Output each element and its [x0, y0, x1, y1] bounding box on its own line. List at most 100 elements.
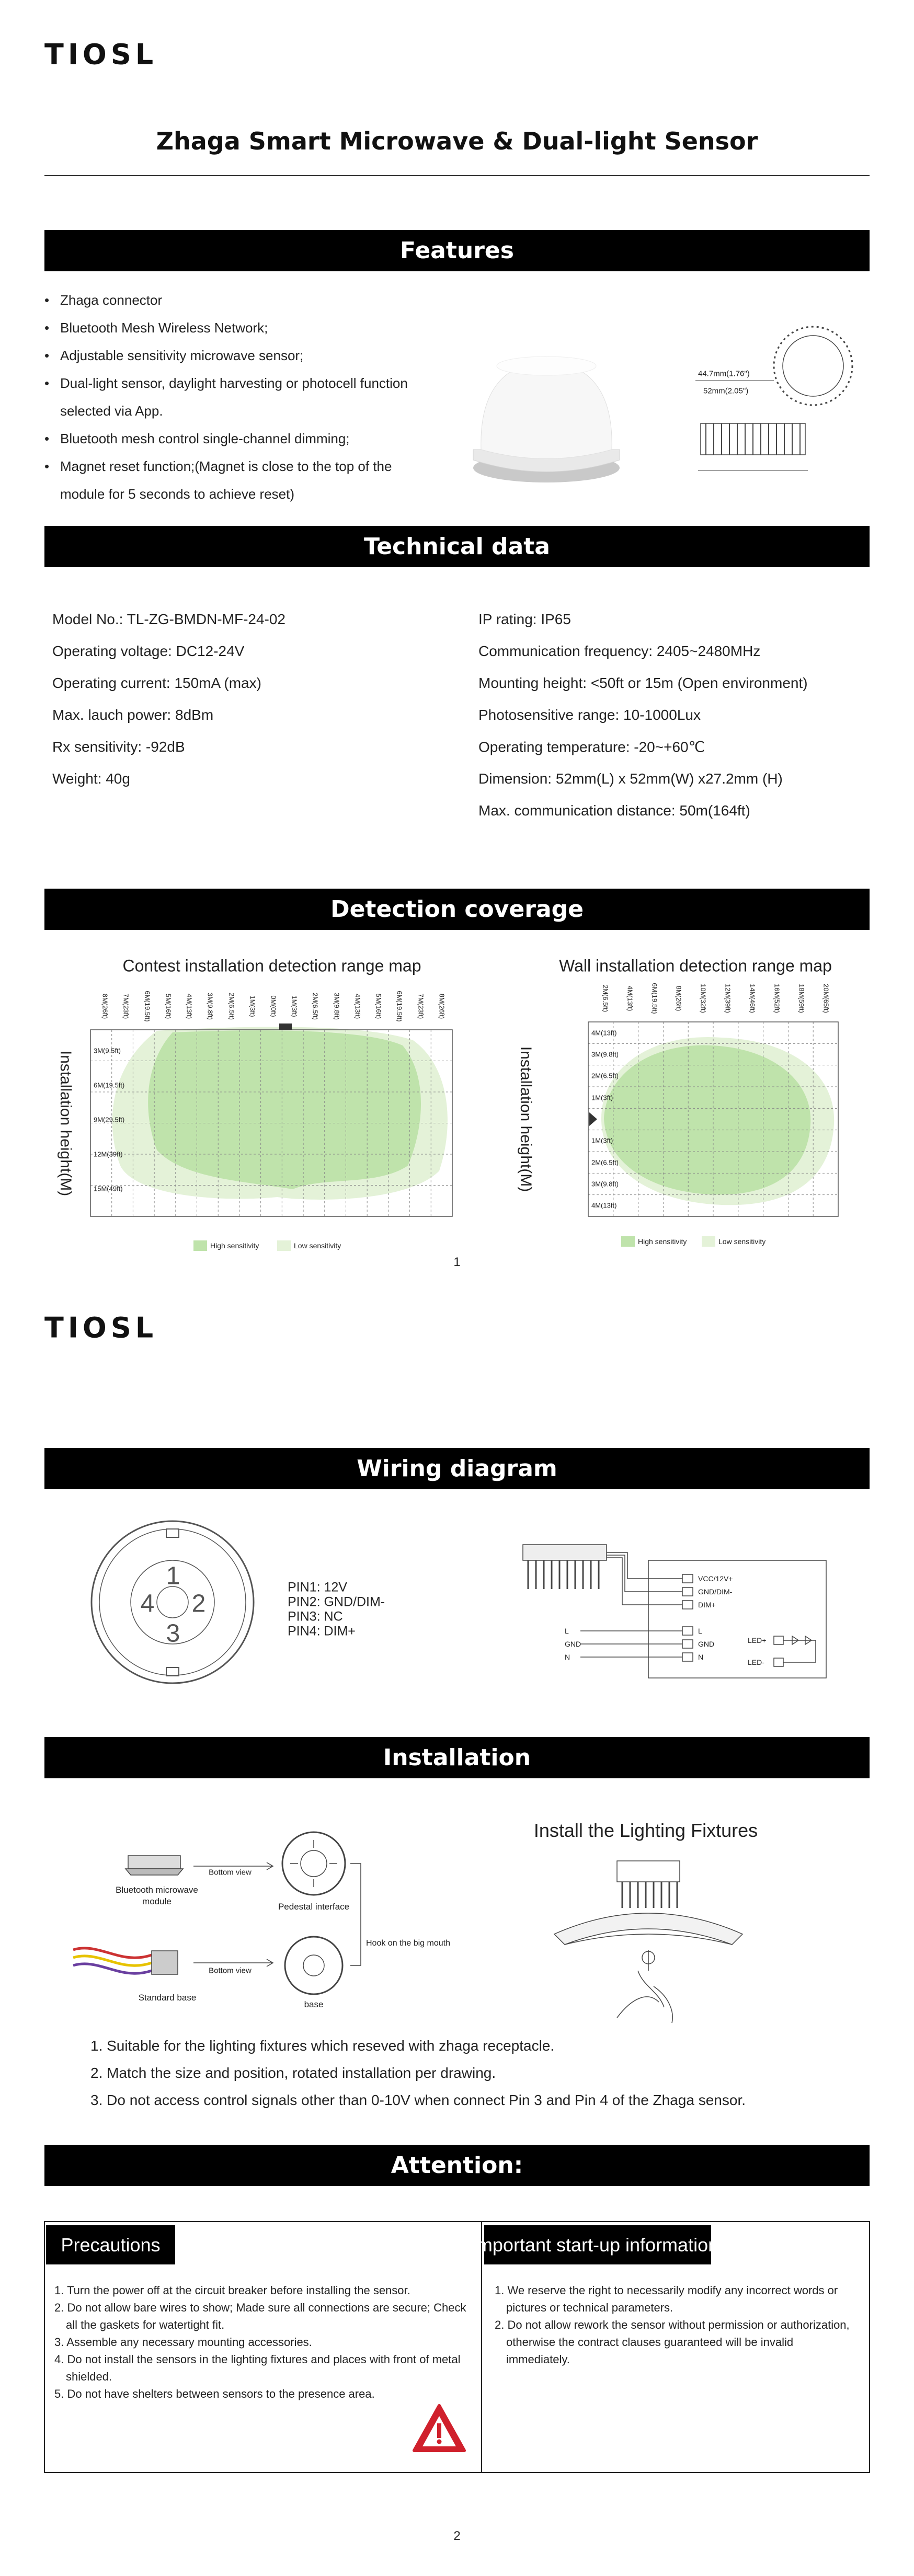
side-label: 2M(6.5ft)	[591, 1072, 619, 1080]
section-heading: Detection coverage	[44, 889, 870, 930]
side-label: 3M(9.8ft)	[591, 1050, 619, 1059]
top-label: 10M(32ft)	[699, 984, 707, 1013]
pin-description: PIN3: NC	[288, 1609, 343, 1624]
notice-item: 2. Do not allow bare wires to show; Made…	[54, 2301, 466, 2331]
terminal-label: VCC/12V+	[698, 1574, 733, 1583]
caption: Bluetooth microwave module	[116, 1885, 198, 1906]
legend-swatches	[193, 1236, 715, 1251]
notice-item: 3. Assemble any necessary mounting acces…	[54, 2336, 312, 2349]
dimension-label: 44.7mm(1.76")	[698, 369, 750, 378]
section-heading: Wiring diagram	[44, 1448, 870, 1489]
dimension-label: 52mm(2.05")	[703, 386, 749, 396]
side-label: 3M(9.8ft)	[591, 1180, 619, 1188]
attention-box	[44, 2221, 870, 2473]
axis-label: Installation height(M)	[517, 1046, 534, 1192]
caption: Pedestal interface	[278, 1902, 350, 1912]
bullet: •	[44, 348, 50, 363]
top-label: 8M(26ft)	[675, 985, 683, 1011]
top-label: 3M(9.8ft)	[206, 992, 214, 1020]
box-heading: Precautions	[46, 2225, 175, 2264]
product-photo	[473, 356, 620, 482]
legend-label: Low sensitivity	[718, 1237, 766, 1246]
caption: Bottom view	[209, 1966, 252, 1975]
top-label: 16M(52ft)	[773, 984, 781, 1013]
top-label: 8M(26ft)	[101, 993, 109, 1019]
side-label: 15M(49ft)	[94, 1184, 123, 1193]
feature-item: • Adjustable sensitivity microwave sensor…	[44, 342, 431, 370]
top-label: 2M(6.5ft)	[601, 984, 610, 1013]
side-label: 6M(19.5ft)	[94, 1081, 125, 1089]
pin-description: PIN2: GND/DIM-	[288, 1594, 385, 1609]
fixture-title: Install the Lighting Fixtures	[533, 1820, 758, 1841]
bullet: •	[44, 320, 50, 336]
installation-step: 2. Match the size and position, rotated …	[90, 2065, 496, 2081]
spec-item: Photosensitive range: 10-1000Lux	[478, 707, 701, 723]
terminal-label: N	[698, 1653, 704, 1661]
feature-list: • Zhaga connector • Bluetooth Mesh Wireless…	[44, 286, 431, 508]
top-label: 2M(6.5ft)	[311, 992, 319, 1020]
notice-item: 1. We reserve the right to necessarily m…	[495, 2284, 838, 2314]
caption: Hook on the big mouth	[366, 1939, 450, 1948]
notice-item: 5. Do not have shelters between sensors …	[54, 2387, 375, 2400]
top-label: 5M(16ft)	[164, 993, 173, 1019]
spec-item: Weight: 40g	[52, 770, 130, 787]
notice-list: 1. Turn the power off at the circuit bre…	[54, 2282, 467, 2402]
led-label: LED-	[748, 1658, 764, 1666]
logo: TIOSL	[44, 38, 158, 71]
page-number: 1	[453, 1255, 461, 1269]
logo: TIOSL	[44, 1311, 158, 1344]
terminal-label: DIM+	[698, 1601, 716, 1609]
spec-item: Mounting height: <50ft or 15m (Open envi…	[478, 675, 808, 691]
terminal-label: GND	[698, 1640, 715, 1648]
schematic-drawing	[522, 1544, 827, 1678]
pin-number: 3	[166, 1619, 180, 1648]
notice-item: 2. Do not allow rework the sensor withou…	[495, 2318, 850, 2366]
feature-item: • Magnet reset function;(Magnet is close …	[44, 453, 431, 508]
top-label: 6M(19.5ft)	[395, 991, 404, 1022]
axis-label: Installation height(M)	[57, 1050, 74, 1196]
feature-item: • Bluetooth Mesh Wireless Network;	[44, 314, 431, 342]
mains-label: GND	[565, 1640, 581, 1648]
spec-item: Max. lauch power: 8dBm	[52, 707, 214, 723]
feature-item: • Dual-light sensor, daylight harvesting …	[44, 370, 431, 425]
bullet: •	[44, 431, 50, 446]
top-label: 3M(9.8ft)	[333, 992, 341, 1020]
side-label: 4M(13ft)	[591, 1029, 617, 1037]
fixture-drawing	[553, 1860, 744, 2023]
section-heading: Installation	[44, 1737, 870, 1778]
terminal-label: GND/DIM-	[698, 1588, 733, 1596]
spec-item: IP rating: IP65	[478, 611, 571, 627]
top-label: 1M(3ft)	[248, 995, 257, 1017]
top-label: 5M(16ft)	[374, 993, 383, 1019]
wall-map-plot	[588, 1021, 839, 1217]
notice-item: 4. Do not install the sensors in the lig…	[54, 2353, 461, 2383]
spec-item: Communication frequency: 2405~2480MHz	[478, 643, 761, 659]
document-title: Zhaga Smart Microwave & Dual-light Senso…	[156, 127, 758, 155]
mains-label: L	[565, 1627, 569, 1635]
mains-label: N	[565, 1653, 570, 1661]
top-label: 4M(13ft)	[353, 993, 362, 1019]
spec-item: Dimension: 52mm(L) x 52mm(W) x27.2mm (H)	[478, 770, 783, 787]
spec-item: Operating current: 150mA (max)	[52, 675, 261, 691]
ceiling-map-plot	[90, 1024, 453, 1217]
installation-step: 1. Suitable for the lighting fixtures wh…	[90, 2038, 555, 2054]
feature-item: • Bluetooth mesh control single-channel d…	[44, 425, 431, 453]
terminal-label: L	[698, 1627, 702, 1635]
bullet: •	[44, 458, 50, 474]
top-label: 2M(6.5ft)	[227, 992, 236, 1020]
pin-number: 1	[166, 1562, 180, 1590]
top-label: 6M(19.5ft)	[650, 983, 659, 1014]
spec-item: Operating voltage: DC12-24V	[52, 643, 245, 659]
side-label: 12M(39ft)	[94, 1150, 123, 1158]
top-label: 6M(19.5ft)	[143, 991, 152, 1022]
top-label: 4M(13ft)	[626, 985, 634, 1011]
installation-step: 3. Do not access control signals other t…	[90, 2092, 746, 2108]
map-title: Wall installation detection range map	[559, 956, 832, 975]
top-label: 12M(39ft)	[724, 984, 732, 1013]
feature-item: • Zhaga connector	[44, 286, 431, 314]
top-label: 7M(23ft)	[417, 993, 425, 1019]
section-heading: Features	[44, 230, 870, 271]
side-label: 1M(3ft)	[591, 1136, 613, 1145]
